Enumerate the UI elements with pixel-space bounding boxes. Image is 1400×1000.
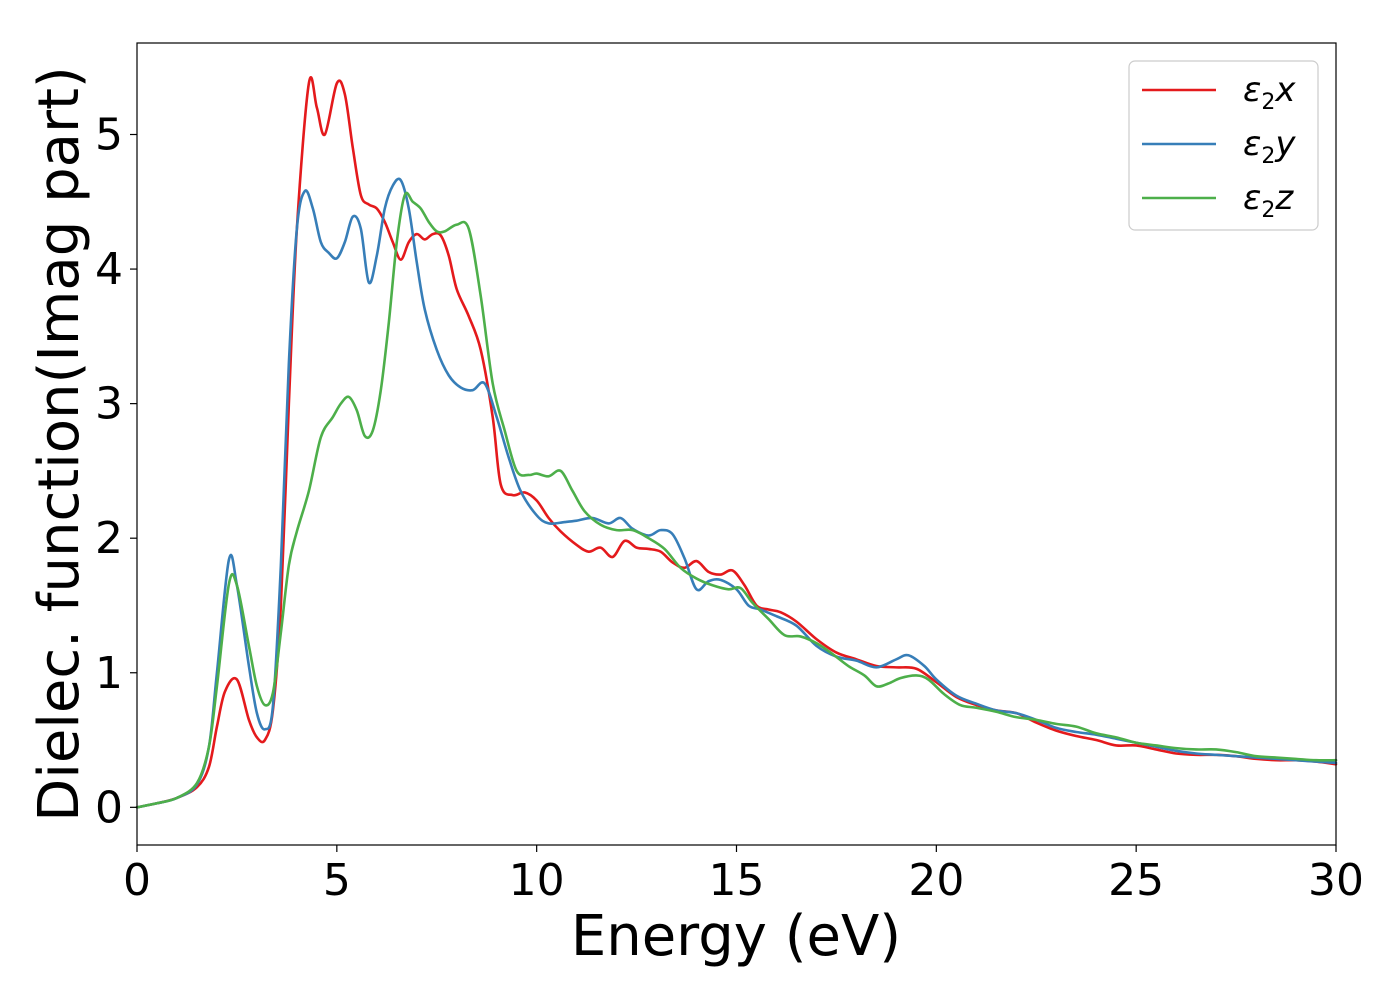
legend: ε2x ε2y ε2z [1128, 60, 1319, 231]
y-tick-label: 3 [95, 379, 123, 430]
legend-box [1128, 60, 1319, 231]
x-tick-label: 0 [123, 855, 151, 906]
y-tick-label: 4 [95, 244, 123, 295]
legend-label-x: ε2x [1243, 70, 1296, 115]
y-tick-label: 2 [95, 513, 123, 564]
legend-items: ε2x ε2y ε2z [1142, 70, 1296, 223]
y-tick-label: 5 [95, 110, 123, 161]
legend-label-z: ε2z [1243, 178, 1294, 223]
y-axis-label: Dielec. function(Imag part) [27, 66, 92, 822]
x-tick-label: 15 [709, 855, 765, 906]
y-tick-label: 0 [95, 782, 123, 833]
x-tick-label: 30 [1308, 855, 1364, 906]
x-axis-label: Energy (eV) [571, 904, 901, 969]
x-tick-label: 20 [908, 855, 964, 906]
series-line-z [135, 191, 1338, 809]
x-tick-label: 10 [509, 855, 565, 906]
x-tick-label: 5 [323, 855, 351, 906]
legend-label-y: ε2y [1243, 124, 1296, 169]
y-tick-label: 1 [95, 648, 123, 699]
series-layer [135, 76, 1338, 809]
x-axis-ticks: 0 5 10 15 20 25 30 [123, 845, 1364, 906]
y-axis-ticks: 0 1 2 3 4 5 [95, 110, 137, 833]
x-tick-label: 25 [1108, 855, 1164, 906]
